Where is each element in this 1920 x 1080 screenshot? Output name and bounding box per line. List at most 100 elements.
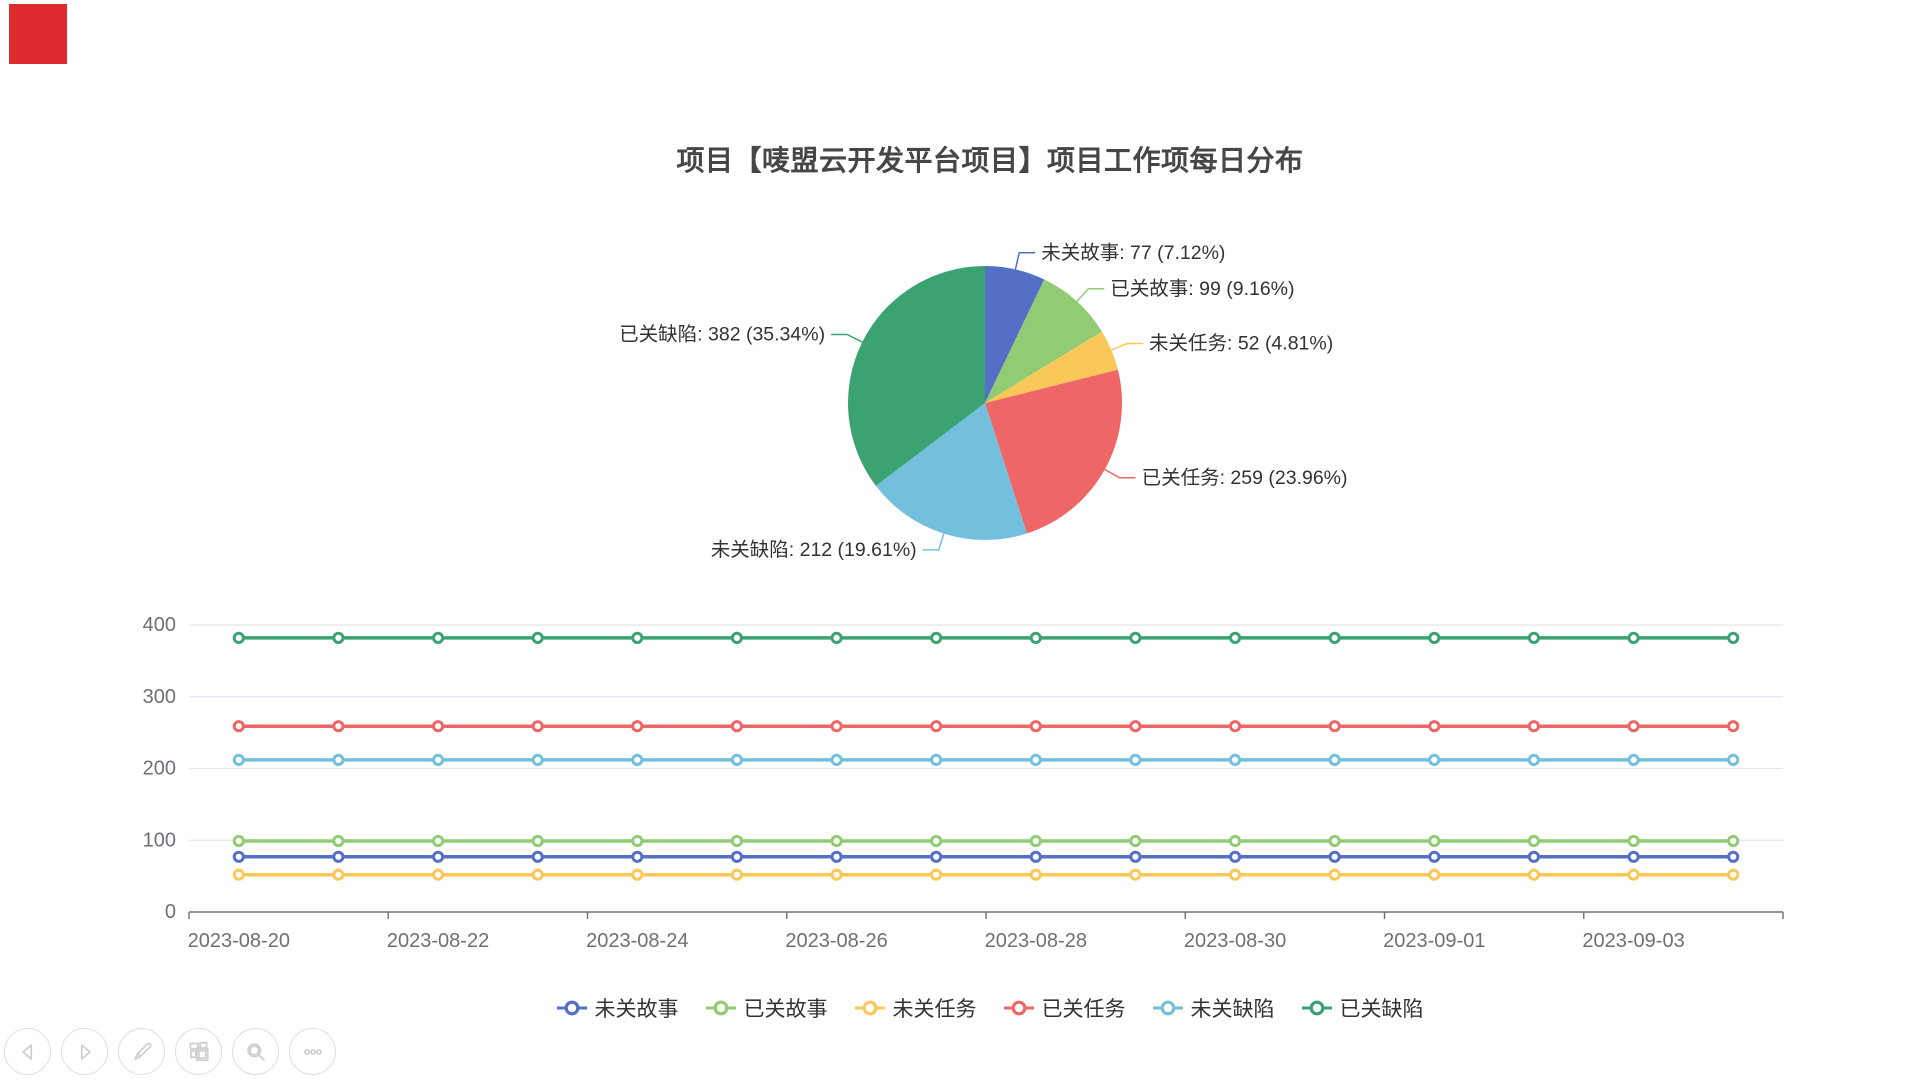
line-marker-已关缺陷[interactable]: [432, 631, 445, 645]
pie-slice-已关任务[interactable]: [985, 369, 1123, 534]
line-marker-未关任务[interactable]: [232, 868, 245, 881]
line-marker-已关故事[interactable]: [631, 834, 644, 848]
line-marker-已关故事[interactable]: [1627, 834, 1640, 848]
line-marker-已关任务[interactable]: [232, 720, 245, 733]
line-marker-未关故事[interactable]: [332, 850, 345, 863]
line-marker-已关缺陷[interactable]: [1129, 631, 1142, 645]
line-marker-未关任务[interactable]: [531, 868, 544, 881]
line-marker-未关缺陷[interactable]: [1129, 753, 1142, 767]
line-marker-未关缺陷[interactable]: [1428, 753, 1441, 767]
line-marker-已关任务[interactable]: [830, 720, 843, 733]
line-marker-未关缺陷[interactable]: [1627, 753, 1640, 767]
line-marker-已关故事[interactable]: [232, 834, 245, 848]
line-marker-已关缺陷[interactable]: [930, 631, 943, 645]
line-marker-未关任务[interactable]: [432, 868, 445, 881]
line-marker-已关任务[interactable]: [531, 720, 544, 733]
line-marker-未关故事[interactable]: [1727, 850, 1740, 863]
line-marker-已关缺陷[interactable]: [1328, 631, 1341, 645]
line-marker-未关任务[interactable]: [1727, 868, 1740, 881]
line-marker-已关故事[interactable]: [830, 834, 843, 848]
line-marker-已关任务[interactable]: [930, 720, 943, 733]
line-marker-未关故事[interactable]: [1229, 850, 1242, 863]
line-marker-未关任务[interactable]: [332, 868, 345, 881]
line-marker-未关任务[interactable]: [1229, 868, 1242, 881]
line-marker-已关任务[interactable]: [432, 720, 445, 733]
line-marker-未关缺陷[interactable]: [432, 753, 445, 767]
pie-slice-未关缺陷[interactable]: [875, 403, 1027, 541]
line-marker-已关任务[interactable]: [1029, 720, 1042, 733]
line-marker-未关任务[interactable]: [1428, 868, 1441, 881]
line-marker-已关故事[interactable]: [1527, 834, 1541, 848]
line-marker-未关任务[interactable]: [631, 868, 644, 881]
line-marker-未关缺陷[interactable]: [631, 753, 644, 767]
line-marker-未关任务[interactable]: [1627, 868, 1640, 881]
line-marker-未关故事[interactable]: [1428, 850, 1441, 863]
zoom-button[interactable]: [232, 1028, 279, 1075]
line-marker-未关任务[interactable]: [1527, 868, 1541, 881]
legend-item-已关任务[interactable]: 已关任务: [1003, 993, 1126, 1023]
line-marker-已关故事[interactable]: [1029, 834, 1042, 848]
line-marker-已关故事[interactable]: [1328, 834, 1341, 848]
line-marker-已关故事[interactable]: [1129, 834, 1142, 848]
line-marker-已关任务[interactable]: [1627, 720, 1640, 733]
line-marker-未关故事[interactable]: [1527, 850, 1541, 863]
legend-item-未关任务[interactable]: 未关任务: [854, 993, 977, 1023]
line-marker-未关任务[interactable]: [730, 868, 744, 881]
copy-button[interactable]: [175, 1028, 222, 1075]
forward-button[interactable]: [61, 1028, 108, 1075]
line-marker-未关缺陷[interactable]: [332, 753, 345, 767]
line-marker-未关任务[interactable]: [930, 868, 943, 881]
line-marker-已关任务[interactable]: [1727, 720, 1740, 733]
line-marker-未关缺陷[interactable]: [830, 753, 843, 767]
line-marker-已关故事[interactable]: [1229, 834, 1242, 848]
line-marker-未关故事[interactable]: [432, 850, 445, 863]
line-marker-已关缺陷[interactable]: [1527, 631, 1541, 645]
line-marker-已关任务[interactable]: [1428, 720, 1441, 733]
line-marker-已关故事[interactable]: [332, 834, 345, 848]
line-marker-未关缺陷[interactable]: [1527, 753, 1541, 767]
line-marker-未关故事[interactable]: [1129, 850, 1142, 863]
line-marker-已关故事[interactable]: [531, 834, 544, 848]
line-marker-已关缺陷[interactable]: [830, 631, 843, 645]
line-marker-未关故事[interactable]: [631, 850, 644, 863]
legend-item-已关故事[interactable]: 已关故事: [705, 993, 828, 1023]
line-marker-已关缺陷[interactable]: [1229, 631, 1242, 645]
line-marker-已关任务[interactable]: [631, 720, 644, 733]
line-marker-未关故事[interactable]: [1328, 850, 1341, 863]
line-marker-未关任务[interactable]: [1328, 868, 1341, 881]
line-marker-未关缺陷[interactable]: [1727, 753, 1740, 767]
line-marker-已关缺陷[interactable]: [1428, 631, 1441, 645]
line-marker-已关缺陷[interactable]: [332, 631, 345, 645]
line-marker-未关缺陷[interactable]: [531, 753, 544, 767]
line-marker-未关缺陷[interactable]: [1328, 753, 1341, 767]
line-marker-已关缺陷[interactable]: [531, 631, 544, 645]
legend-item-已关缺陷[interactable]: 已关缺陷: [1301, 993, 1424, 1023]
line-marker-未关故事[interactable]: [531, 850, 544, 863]
line-marker-已关缺陷[interactable]: [730, 631, 744, 645]
line-marker-已关故事[interactable]: [1428, 834, 1441, 848]
back-button[interactable]: [4, 1028, 51, 1075]
pie-slice-已关故事[interactable]: [985, 279, 1102, 403]
line-marker-已关任务[interactable]: [1328, 720, 1341, 733]
edit-button[interactable]: [118, 1028, 165, 1075]
line-marker-未关任务[interactable]: [830, 868, 843, 881]
line-marker-已关任务[interactable]: [1527, 720, 1541, 733]
line-marker-已关故事[interactable]: [1727, 834, 1740, 848]
legend-item-未关缺陷[interactable]: 未关缺陷: [1152, 993, 1275, 1023]
line-marker-已关任务[interactable]: [332, 720, 345, 733]
more-button[interactable]: [289, 1028, 336, 1075]
line-marker-已关缺陷[interactable]: [1029, 631, 1042, 645]
line-marker-未关故事[interactable]: [1029, 850, 1042, 863]
line-marker-未关故事[interactable]: [232, 850, 245, 863]
line-marker-已关故事[interactable]: [730, 834, 744, 848]
line-marker-已关缺陷[interactable]: [631, 631, 644, 645]
line-marker-未关任务[interactable]: [1029, 868, 1042, 881]
line-marker-已关任务[interactable]: [1129, 720, 1142, 733]
line-marker-未关缺陷[interactable]: [232, 753, 245, 767]
legend-item-未关故事[interactable]: 未关故事: [556, 993, 679, 1023]
line-marker-已关任务[interactable]: [730, 720, 744, 733]
line-marker-已关故事[interactable]: [432, 834, 445, 848]
line-marker-已关缺陷[interactable]: [1627, 631, 1640, 645]
line-marker-未关缺陷[interactable]: [1229, 753, 1242, 767]
line-marker-已关任务[interactable]: [1229, 720, 1242, 733]
